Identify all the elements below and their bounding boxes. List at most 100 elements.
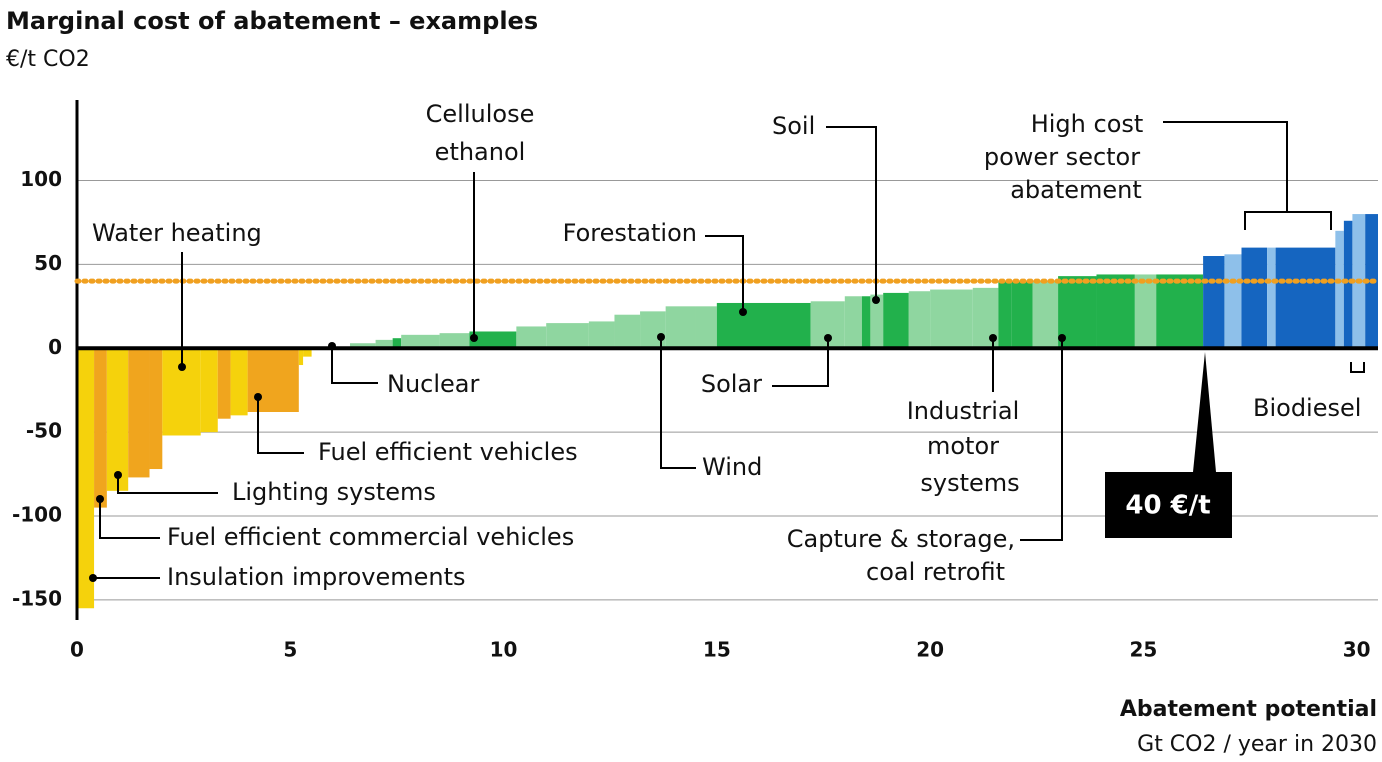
x-tick-label: 10 <box>490 638 518 662</box>
leader-dot <box>470 334 478 342</box>
bar <box>149 348 163 470</box>
bar <box>870 294 884 349</box>
bar <box>1335 230 1344 349</box>
leader-dot <box>739 308 747 316</box>
leader-line <box>1350 362 1365 373</box>
bar <box>1343 220 1353 349</box>
annotation: Insulation improvements <box>167 563 466 591</box>
annotation: power sector <box>984 143 1140 171</box>
leader-line <box>331 346 378 384</box>
annotation: motor <box>927 432 999 460</box>
bar <box>106 348 129 491</box>
bar <box>392 338 402 349</box>
bar <box>516 326 547 349</box>
leader-dot <box>114 471 122 479</box>
bar <box>883 292 909 349</box>
bar <box>200 348 218 433</box>
leader-line <box>772 338 829 387</box>
leader-line <box>705 235 744 312</box>
leader-line <box>826 126 877 300</box>
annotation: coal retrofit <box>866 558 1005 586</box>
annotation: ethanol <box>435 138 526 166</box>
bar <box>1275 247 1336 349</box>
annotation: Soil <box>772 112 815 140</box>
bar <box>439 333 470 349</box>
bar <box>546 323 589 349</box>
bar <box>94 348 107 508</box>
annotation: High cost <box>1031 110 1144 138</box>
annotation: Fuel efficient commercial vehicles <box>167 523 574 551</box>
annotation: Nuclear <box>387 370 480 398</box>
bar <box>303 348 312 357</box>
annotation: Biodiesel <box>1253 394 1361 422</box>
bar <box>349 343 376 349</box>
bar <box>665 306 696 349</box>
leader-dot <box>89 574 97 582</box>
bar <box>588 321 615 349</box>
bar <box>844 296 862 349</box>
bar <box>77 348 95 609</box>
bar <box>1241 247 1268 349</box>
x-tick-label: 20 <box>916 638 944 662</box>
leader-dot <box>824 334 832 342</box>
leader-dot <box>254 393 262 401</box>
bar <box>861 296 871 349</box>
bar <box>1096 274 1135 349</box>
y-tick-label: 0 <box>48 335 62 359</box>
leader-dot <box>328 342 336 350</box>
bar <box>375 339 393 349</box>
threshold-pointer <box>1193 352 1216 472</box>
chart-title: Marginal cost of abatement – examples <box>6 7 538 35</box>
x-axis-sublabel: Gt CO2 / year in 2030 <box>1137 732 1377 757</box>
x-axis-label: Abatement potential <box>1120 697 1377 722</box>
bar <box>1011 281 1033 349</box>
annotation: Wind <box>702 453 762 481</box>
bar <box>230 348 248 416</box>
x-tick-label: 0 <box>70 638 84 662</box>
bar <box>716 302 811 349</box>
leader-dot <box>872 296 880 304</box>
bar <box>1156 274 1204 349</box>
bar <box>1203 256 1225 349</box>
annotation: systems <box>920 469 1019 497</box>
x-tick-label: 15 <box>703 638 731 662</box>
y-tick-label: -150 <box>12 586 62 610</box>
leader-dot <box>657 333 665 341</box>
bar <box>247 348 299 412</box>
leader-dot <box>178 363 186 371</box>
bar <box>908 291 931 349</box>
annotation: Fuel efficient vehicles <box>318 438 578 466</box>
y-tick-label: 100 <box>20 167 62 191</box>
y-tick-label: -50 <box>26 419 62 443</box>
bar <box>614 314 641 349</box>
annotation: Industrial <box>907 397 1020 425</box>
bar <box>930 289 973 349</box>
threshold-box <box>1105 472 1232 538</box>
annotation: Forestation <box>563 219 697 247</box>
annotation: Cellulose <box>426 100 535 128</box>
threshold-label: 40 €/t <box>1125 491 1210 521</box>
leader-dot <box>1058 334 1066 342</box>
leader-line <box>1163 121 1332 230</box>
annotation: Lighting systems <box>232 478 436 506</box>
bar <box>1032 281 1059 349</box>
x-tick-label: 25 <box>1129 638 1157 662</box>
bar <box>1224 254 1242 349</box>
leader-dot <box>96 495 104 503</box>
bar <box>401 334 440 349</box>
bar <box>695 306 717 349</box>
annotation: abatement <box>1010 176 1142 204</box>
bar <box>298 348 304 366</box>
x-tick-label: 30 <box>1343 638 1371 662</box>
annotation: Solar <box>701 370 762 398</box>
bar <box>1134 274 1157 349</box>
annotation: Capture & storage, <box>787 525 1015 553</box>
bar <box>217 348 231 419</box>
leader-line <box>117 475 218 494</box>
leader-line <box>1020 338 1063 541</box>
y-tick-label: -100 <box>12 503 62 527</box>
bar <box>998 281 1012 349</box>
bar <box>128 348 150 478</box>
chart-subtitle: €/t CO2 <box>6 47 90 72</box>
annotation: Water heating <box>92 219 262 247</box>
